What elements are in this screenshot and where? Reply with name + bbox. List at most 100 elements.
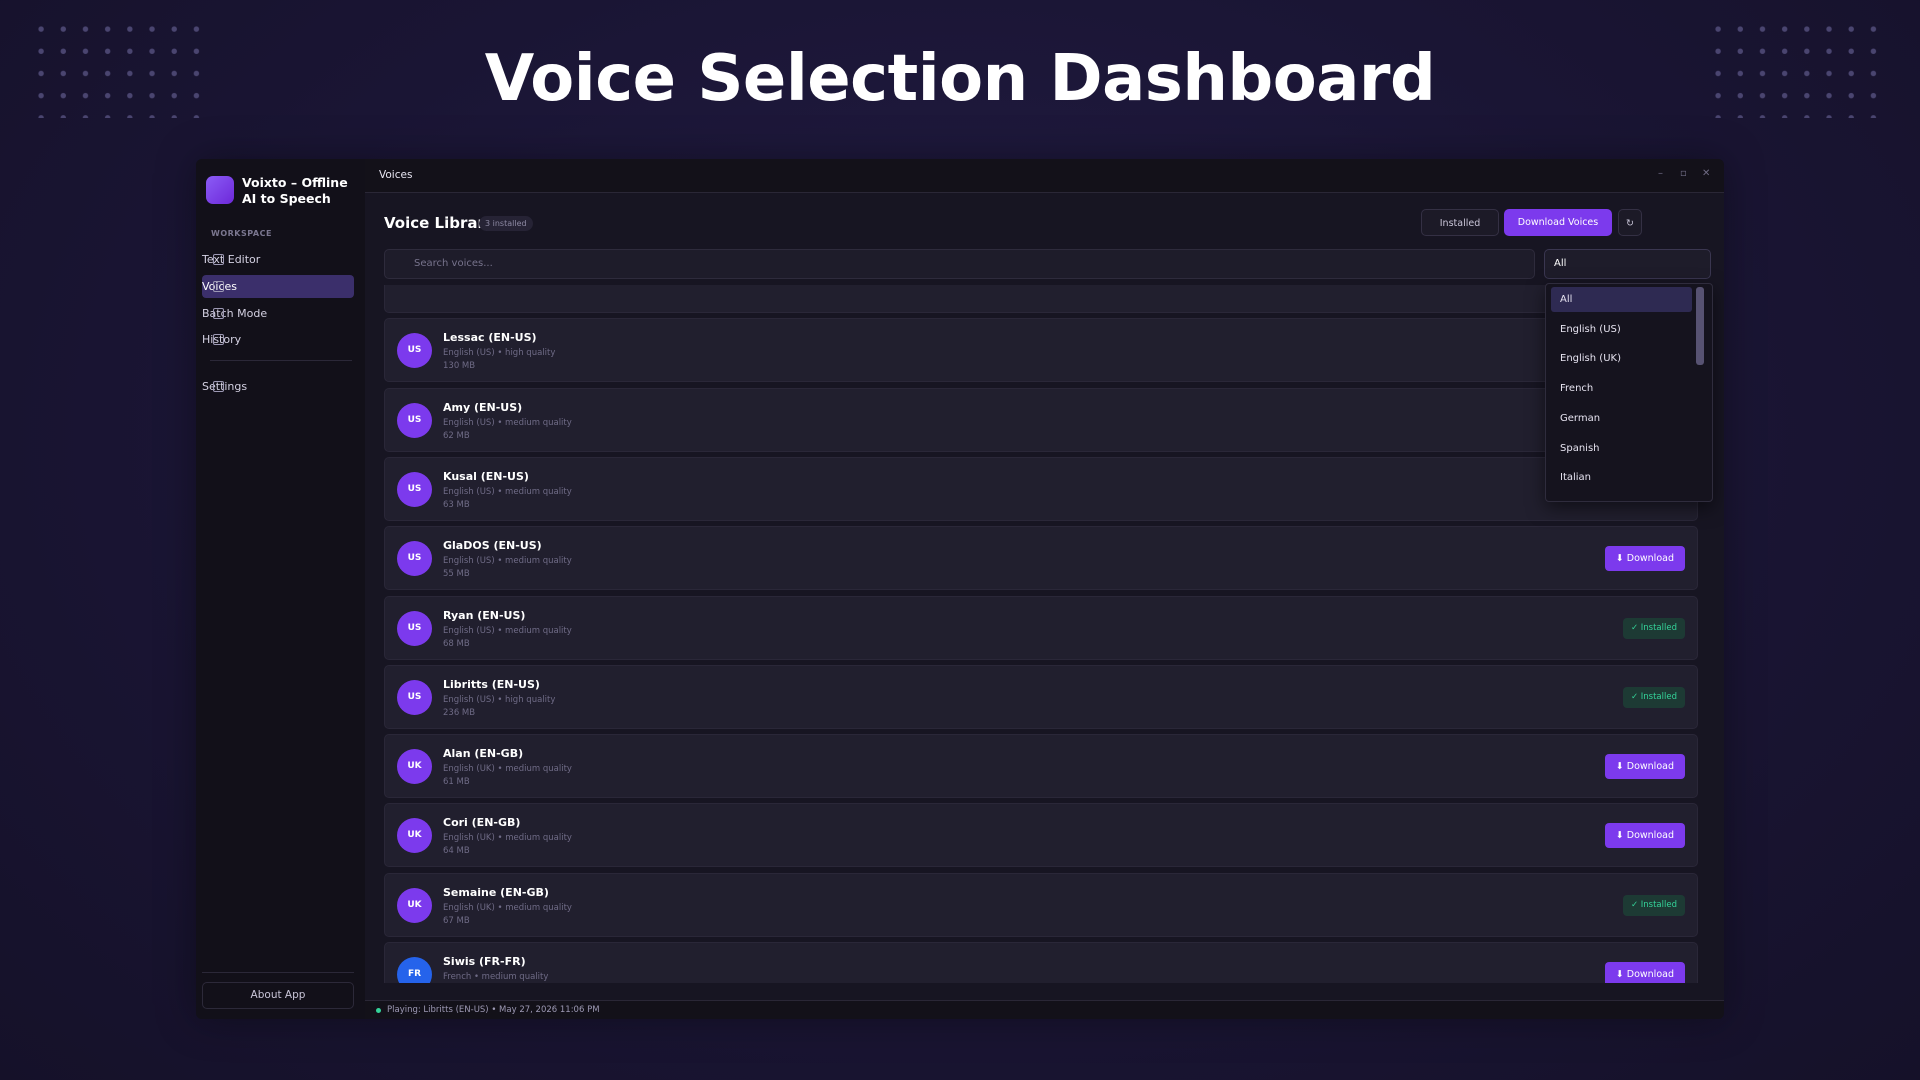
nav-icon [213,334,224,345]
voice-row[interactable]: 63 MB [384,285,1698,313]
nav-label: Batch Mode [202,307,268,320]
dropdown: All English (US) English (UK) French German S… [1545,283,1713,502]
window-title: Voices [379,169,413,181]
voice-row[interactable]: US Lessac (EN-US) English (US) • high qual… [384,318,1698,383]
nav-icon [213,381,224,392]
voice-size: 68 MB [443,638,470,649]
installed-status: ✓ Installed [1622,894,1685,916]
button-icon: ⬇ [1615,969,1627,980]
voice-details: English (US) • medium quality [443,486,572,497]
voice-row[interactable]: FR Siwis (FR-FR) French • medium quality ⬇ … [384,942,1698,983]
nav-item[interactable]: History [202,328,354,351]
voice-avatar: US [397,610,432,646]
voice-row[interactable]: UK Alan (EN-GB) English (UK) • medium qual… [384,734,1698,799]
voice-avatar: US [397,541,432,577]
dropdown-option[interactable]: English (UK) [1560,353,1621,365]
dropdown-option[interactable]: German [1560,412,1601,424]
voice-size: 61 MB [443,777,470,788]
voice-details: English (US) • high quality [443,348,556,359]
page-title: Voice Selection Dashboard [484,42,1436,116]
nav-item[interactable]: Voices [202,275,354,298]
voice-name: Kusal (EN-US) [443,469,529,483]
dropdown-option[interactable]: French [1560,383,1594,395]
voice-row[interactable]: US Amy (EN-US) English (US) • medium quali… [384,387,1698,452]
button-label: Installed [1640,691,1677,702]
main-panel: Voices – ▫ ✕ Voice Library 3 installed I… [365,159,1724,1019]
voice-row[interactable]: UK Cori (EN-GB) English (UK) • medium qual… [384,803,1698,868]
voice-details: French • medium quality [443,972,549,982]
nav-icon [213,308,224,319]
maximize[interactable]: ▫ [1680,168,1687,179]
voice-size: 64 MB [443,846,470,857]
voice-list: 63 MB US Lessac (EN-US) English (US) • high… [384,285,1699,983]
button-label: Installed [1640,622,1677,633]
nav-item[interactable]: Text Editor [202,248,354,271]
section-title: Voice Library [384,214,495,232]
voice-size: 62 MB [443,430,470,441]
button-icon: ⬇ [1615,830,1627,842]
voice-row[interactable]: US GlaDOS (EN-US) English (US) • medium qu… [384,526,1698,591]
nav-label: Text Editor [202,253,261,266]
dropdown-option[interactable]: Italian [1560,472,1592,484]
button-icon: ⬇ [1615,761,1627,773]
button-icon: ✓ [1630,899,1641,910]
voice-name: Amy (EN-US) [443,400,523,414]
voice-size: 67 MB [443,915,470,926]
voice-avatar: US [397,333,432,369]
search-input[interactable]: Search voices... [384,249,1535,279]
button-label: Download [1626,761,1674,773]
status-dot [376,1008,381,1013]
button-icon: ✓ [1630,622,1641,633]
minimize[interactable]: – [1658,168,1663,179]
download-voices-button[interactable]: Download Voices [1504,209,1612,236]
nav-label: History [202,333,242,346]
nav-item[interactable]: Batch Mode [202,302,354,325]
title-bar: Voices – ▫ ✕ [365,159,1724,193]
dropdown-option[interactable]: Spanish [1560,442,1600,454]
dropdown-option[interactable]: All [1551,287,1692,312]
button-label: Download [1626,830,1674,842]
button-icon: ⬇ [1615,553,1627,565]
voice-avatar: US [397,471,432,507]
download-button[interactable]: ⬇ Download [1604,546,1685,572]
voice-row[interactable]: US Libritts (EN-US) English (US) • high qu… [384,664,1698,729]
download-button[interactable]: ⬇ Download [1604,754,1685,780]
download-button[interactable]: ⬇ Download [1604,962,1685,983]
voice-name: Lessac (EN-US) [443,331,537,345]
voice-avatar: UK [397,818,432,854]
voice-size: 63 MB [443,499,470,510]
refresh-button[interactable]: ↻ [1618,209,1642,236]
installed-button[interactable]: Installed [1421,209,1499,236]
separator [202,972,354,973]
nav-item[interactable]: Settings [202,375,354,398]
status-bar: Playing: Libritts (EN-US) • May 27, 2026… [365,1000,1724,1019]
voice-name: GlaDOS (EN-US) [443,539,542,553]
dropdown-option[interactable]: English (US) [1560,323,1621,335]
voice-row[interactable]: US Kusal (EN-US) English (US) • medium qua… [384,456,1698,521]
nav-icon [213,281,224,292]
language-filter[interactable]: All [1544,249,1711,279]
voice-size: 130 MB [443,361,476,372]
button-label: Download [1626,969,1674,980]
voice-name: Siwis (FR-FR) [443,955,526,968]
voice-name: Semaine (EN-GB) [443,885,549,899]
app-name: Voixto – Offline AI to Speech [242,175,348,206]
voice-size: 55 MB [443,569,470,580]
voice-row[interactable]: UK Semaine (EN-GB) English (UK) • medium q… [384,872,1698,937]
voice-row[interactable]: US Ryan (EN-US) English (US) • medium qual… [384,595,1698,660]
close[interactable]: ✕ [1702,168,1711,179]
status-text: Playing: Libritts (EN-US) • May 27, 2026… [387,1005,600,1015]
voice-details: English (US) • medium quality [443,625,572,636]
voice-name: Ryan (EN-US) [443,608,526,622]
installed-status: ✓ Installed [1622,617,1685,639]
voice-details: English (US) • medium quality [443,556,572,567]
dropdown-scrollbar [1696,287,1704,365]
nav-label: Settings [202,380,248,393]
installed-badge: 3 installed [479,216,533,231]
about-button[interactable]: About App [202,982,354,1009]
voice-avatar: US [397,402,432,438]
download-button[interactable]: ⬇ Download [1604,823,1685,849]
button-label: Download [1626,553,1674,565]
installed-status: ✓ Installed [1622,686,1685,708]
